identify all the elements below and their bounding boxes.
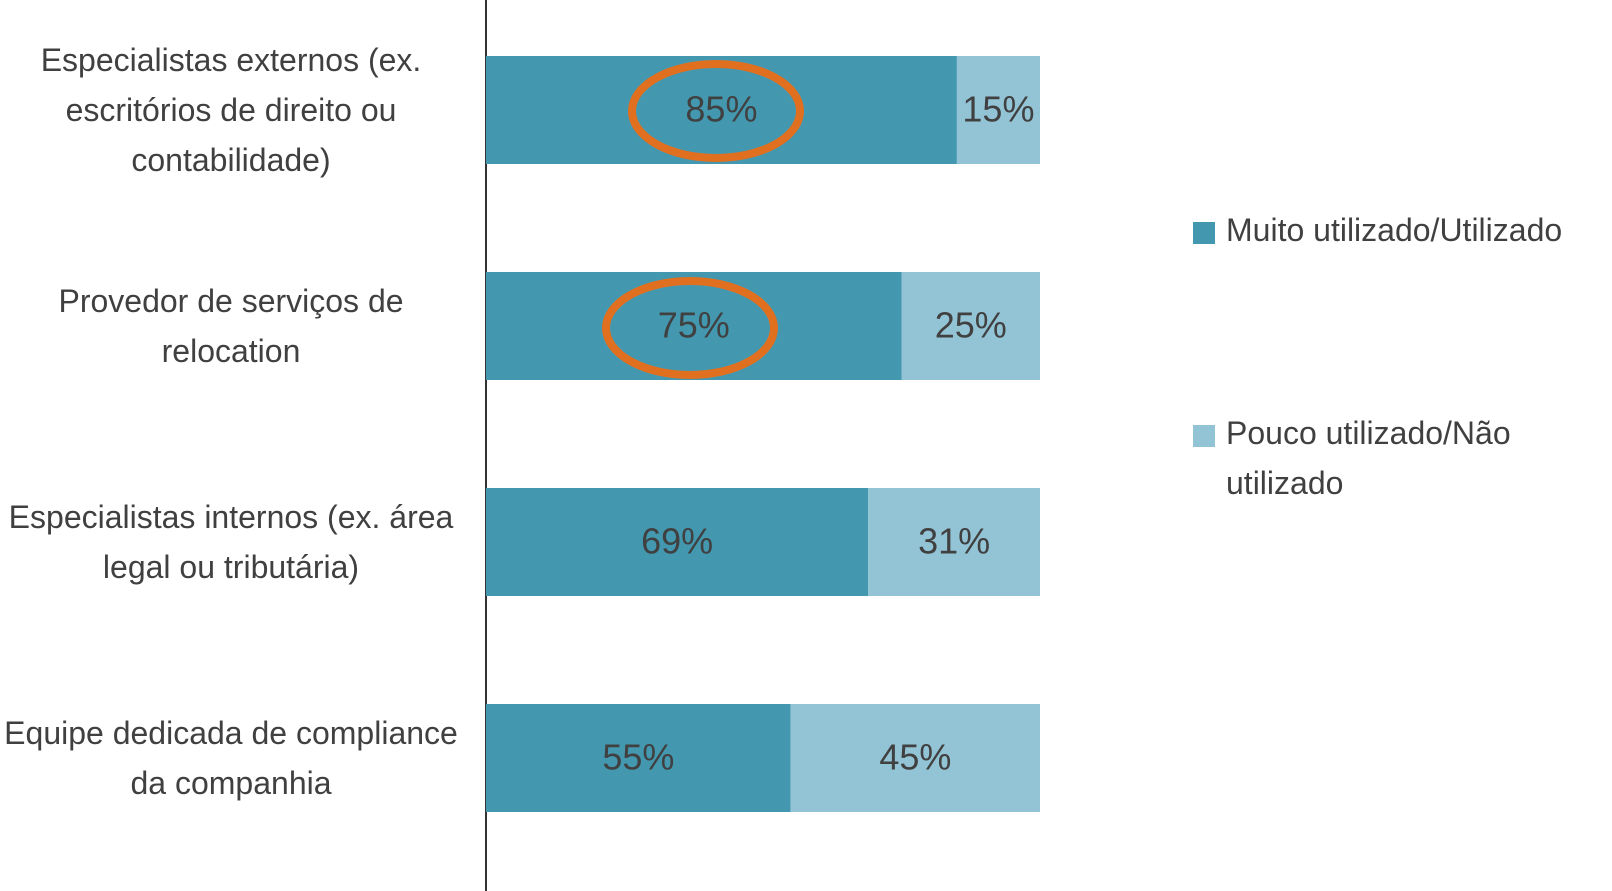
bar-segment <box>486 272 902 380</box>
bar-segment <box>956 56 1040 164</box>
y-tick-label-text: Especialistas externos (ex. escritórios … <box>40 42 422 178</box>
data-label: 31% <box>918 521 990 562</box>
legend-swatch <box>1193 222 1215 244</box>
y-tick-label: Especialistas externos (ex. escritórios … <box>0 2 462 218</box>
y-tick-label: Equipe dedicada de compliance da companh… <box>0 650 462 866</box>
bar-segment <box>868 488 1040 596</box>
y-tick-label-text: Especialistas internos (ex. área legal o… <box>8 499 454 585</box>
y-tick-label: Especialistas internos (ex. área legal o… <box>0 434 462 650</box>
legend-label-text: Pouco utilizado/Não utilizado <box>1226 415 1511 501</box>
y-tick-label-text: Equipe dedicada de compliance da companh… <box>4 715 458 801</box>
y-tick-label-text: Provedor de serviços de relocation <box>58 283 404 369</box>
legend-swatch <box>1193 425 1215 447</box>
bar-segment <box>901 272 1040 380</box>
legend-label-text: Muito utilizado/Utilizado <box>1226 212 1563 248</box>
data-label: 85% <box>685 89 757 130</box>
data-label: 15% <box>962 89 1034 130</box>
legend-label: Muito utilizado/Utilizado <box>1226 205 1606 255</box>
y-tick-label: Provedor de serviços de relocation <box>0 218 462 434</box>
bar-segment <box>486 704 791 812</box>
bar-segment <box>790 704 1040 812</box>
data-label: 75% <box>658 305 730 346</box>
data-label: 25% <box>935 305 1007 346</box>
bar-segment <box>486 488 869 596</box>
highlight-ellipse <box>628 60 804 162</box>
data-label: 55% <box>602 737 674 778</box>
data-label: 69% <box>641 521 713 562</box>
bar-segment <box>486 56 957 164</box>
legend-label: Pouco utilizado/Não utilizado <box>1226 408 1606 508</box>
highlight-ellipse <box>602 277 778 379</box>
data-label: 45% <box>879 737 951 778</box>
